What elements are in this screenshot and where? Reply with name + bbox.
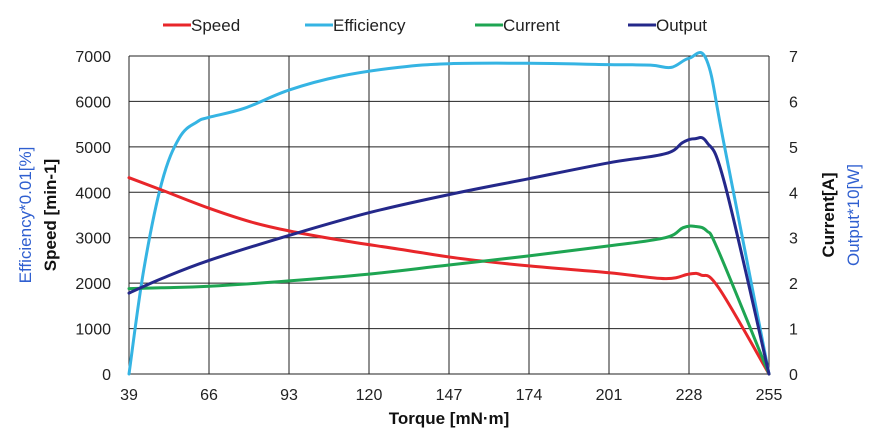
y-left-tick-label: 2000 [75,276,111,293]
y-left-secondary-axis-title: Efficiency*0.01[%] [16,147,35,284]
series-line-current [127,224,771,376]
series-line-output [127,136,771,376]
x-tick-label: 201 [596,387,623,404]
y-left-tick-label: 6000 [75,94,111,111]
y-left-tick-label: 0 [102,367,111,384]
legend: Speed Efficiency Current Output [163,16,707,35]
y-right-tick-label: 0 [789,367,798,384]
y-right-axis-title: Current[A] [819,173,838,258]
y-right-tick-label: 6 [789,94,798,111]
y-right-tick-label: 5 [789,140,798,157]
legend-label-output: Output [656,16,707,35]
x-tick-label: 255 [756,387,783,404]
legend-label-efficiency: Efficiency [333,16,406,35]
series-line-efficiency [127,51,771,376]
y-right-tick-label: 3 [789,231,798,248]
x-tick-label: 147 [436,387,463,404]
legend-label-speed: Speed [191,16,240,35]
y-left-tick-label: 1000 [75,322,111,339]
x-tick-label: 39 [120,387,138,404]
legend-label-current: Current [503,16,560,35]
series-layer [127,51,771,376]
series-line-speed [127,176,771,376]
y-right-secondary-axis-title: Output*10[W] [844,164,863,266]
y-left-tick-label: 5000 [75,140,111,157]
y-left-tick-label: 3000 [75,231,111,248]
x-tick-label: 93 [280,387,298,404]
y-right-tick-label: 1 [789,322,798,339]
y-left-axis-ticks: 0 1000 2000 3000 4000 5000 6000 7000 [75,49,111,384]
y-left-tick-label: 4000 [75,185,111,202]
x-tick-label: 174 [516,387,543,404]
x-tick-label: 120 [356,387,383,404]
x-axis-title: Torque [mN·m] [389,409,510,428]
x-tick-label: 66 [200,387,218,404]
x-axis-ticks: 39 66 93 120 147 174 201 228 255 [120,387,782,404]
x-tick-label: 228 [676,387,703,404]
y-right-tick-label: 2 [789,276,798,293]
y-right-tick-label: 7 [789,49,798,66]
y-left-axis-title: Speed [min-1] [41,159,60,271]
y-right-axis-ticks: 0 1 2 3 4 5 6 7 [789,49,798,384]
y-left-tick-label: 7000 [75,49,111,66]
y-right-tick-label: 4 [789,185,798,202]
